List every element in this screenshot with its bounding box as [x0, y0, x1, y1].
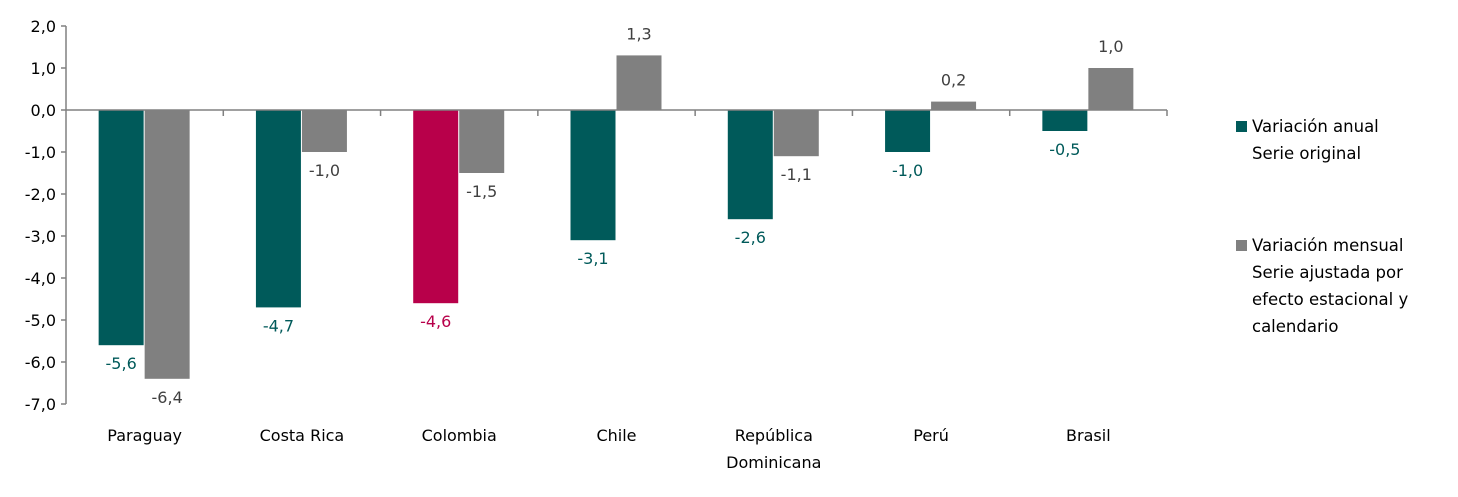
bar-monthly [1088, 68, 1134, 110]
bar-annual [413, 110, 459, 304]
y-tick-label: 1,0 [31, 59, 56, 78]
bar-annual [1042, 110, 1088, 131]
bar-monthly [459, 110, 505, 173]
legend-swatch [1236, 121, 1247, 132]
bar-annual [255, 110, 301, 308]
bar-annual [885, 110, 931, 152]
bar-monthly [773, 110, 819, 157]
legend-item: Variación anual Serie original [1236, 113, 1379, 167]
x-category-label: República [735, 426, 813, 445]
legend-swatch [1236, 240, 1247, 251]
data-label: 1,3 [626, 24, 651, 43]
y-tick-label: 0,0 [31, 101, 56, 120]
bar-monthly [301, 110, 347, 152]
data-label: -1,1 [781, 165, 812, 184]
legend-label: Variación anual [1252, 117, 1379, 136]
bar-annual [98, 110, 144, 346]
data-label: 1,0 [1098, 37, 1123, 56]
legend-item: Variación mensual Serie ajustada por efect… [1236, 232, 1408, 340]
data-label: -1,5 [466, 182, 497, 201]
y-tick-label: -1,0 [25, 143, 56, 162]
x-category-label: Chile [596, 426, 636, 445]
data-label: 0,2 [941, 71, 966, 90]
bar-monthly [616, 55, 662, 110]
x-category-label: Dominicana [726, 453, 821, 472]
y-tick-label: -7,0 [25, 395, 56, 414]
data-label: -1,0 [309, 161, 340, 180]
legend-label: Serie ajustada por [1252, 263, 1403, 282]
y-tick-label: -6,0 [25, 353, 56, 372]
bar-annual [570, 110, 616, 241]
bar-monthly [931, 101, 977, 110]
legend-label: efecto estacional y [1252, 290, 1409, 309]
x-category-label: Perú [913, 426, 949, 445]
x-category-label: Colombia [422, 426, 497, 445]
data-label: -4,6 [420, 312, 451, 331]
x-category-label: Costa Rica [260, 426, 345, 445]
y-tick-label: -2,0 [25, 185, 56, 204]
x-category-label: Paraguay [107, 426, 182, 445]
data-label: -6,4 [152, 388, 183, 407]
y-tick-label: -3,0 [25, 227, 56, 246]
data-label: -1,0 [892, 161, 923, 180]
y-tick-label: -4,0 [25, 269, 56, 288]
bar-annual [727, 110, 773, 220]
x-category-label: Brasil [1066, 426, 1111, 445]
data-label: -5,6 [106, 354, 137, 373]
data-label: -2,6 [735, 228, 766, 247]
data-label: -0,5 [1049, 140, 1080, 159]
legend-label: Variación mensual [1252, 236, 1404, 255]
legend-label: calendario [1252, 317, 1339, 336]
legend-label: Serie original [1252, 144, 1362, 163]
y-tick-label: 2,0 [31, 17, 56, 36]
bar-monthly [144, 110, 190, 379]
y-tick-label: -5,0 [25, 311, 56, 330]
data-label: -4,7 [263, 316, 294, 335]
data-label: -3,1 [577, 249, 608, 268]
